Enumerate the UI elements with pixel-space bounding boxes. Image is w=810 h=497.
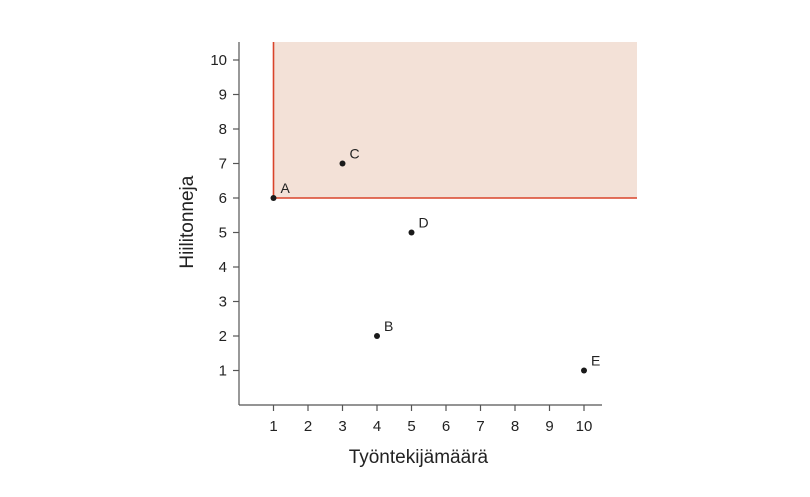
y-tick-label: 1: [219, 363, 227, 380]
data-point-label-a: A: [281, 180, 291, 196]
y-tick-label: 10: [210, 52, 227, 69]
data-point-label-b: B: [384, 318, 393, 334]
y-tick-label: 3: [219, 294, 227, 311]
data-point-label-d: D: [419, 215, 429, 231]
x-tick-label: 2: [304, 418, 312, 435]
axis-ticks: 1 2 3 4 5 6 7 8 9 10 1 2 3 4 5 6 7 8 9 10: [210, 52, 592, 435]
x-tick-label: 3: [338, 418, 346, 435]
data-point-d: [408, 229, 415, 236]
data-point-c: [339, 160, 346, 167]
y-tick-label: 6: [219, 190, 227, 207]
y-tick-label: 7: [219, 156, 227, 173]
x-tick-label: 9: [545, 418, 553, 435]
y-tick-label: 9: [219, 87, 227, 104]
x-tick-label: 8: [511, 418, 519, 435]
y-axis-title: Hiilitonneja: [177, 175, 198, 268]
data-point-a: [270, 195, 277, 201]
y-tick-label: 8: [219, 121, 227, 138]
x-axis-title: Työntekijämäärä: [349, 447, 489, 468]
data-point-label-c: C: [350, 146, 360, 162]
data-point-label-e: E: [591, 353, 600, 369]
x-tick-label: 10: [576, 418, 593, 435]
x-tick-label: 1: [269, 418, 277, 435]
y-tick-label: 5: [219, 225, 227, 242]
y-tick-label: 2: [219, 328, 227, 345]
preferred-region: [273, 42, 637, 198]
data-point-e: [581, 367, 587, 374]
data-point-b: [374, 333, 380, 339]
y-tick-label: 4: [219, 259, 227, 276]
x-tick-label: 6: [442, 418, 450, 435]
x-tick-label: 5: [407, 418, 415, 435]
x-tick-label: 7: [476, 418, 484, 435]
x-tick-label: 4: [373, 418, 381, 435]
data-points: A B C D E: [270, 146, 600, 374]
